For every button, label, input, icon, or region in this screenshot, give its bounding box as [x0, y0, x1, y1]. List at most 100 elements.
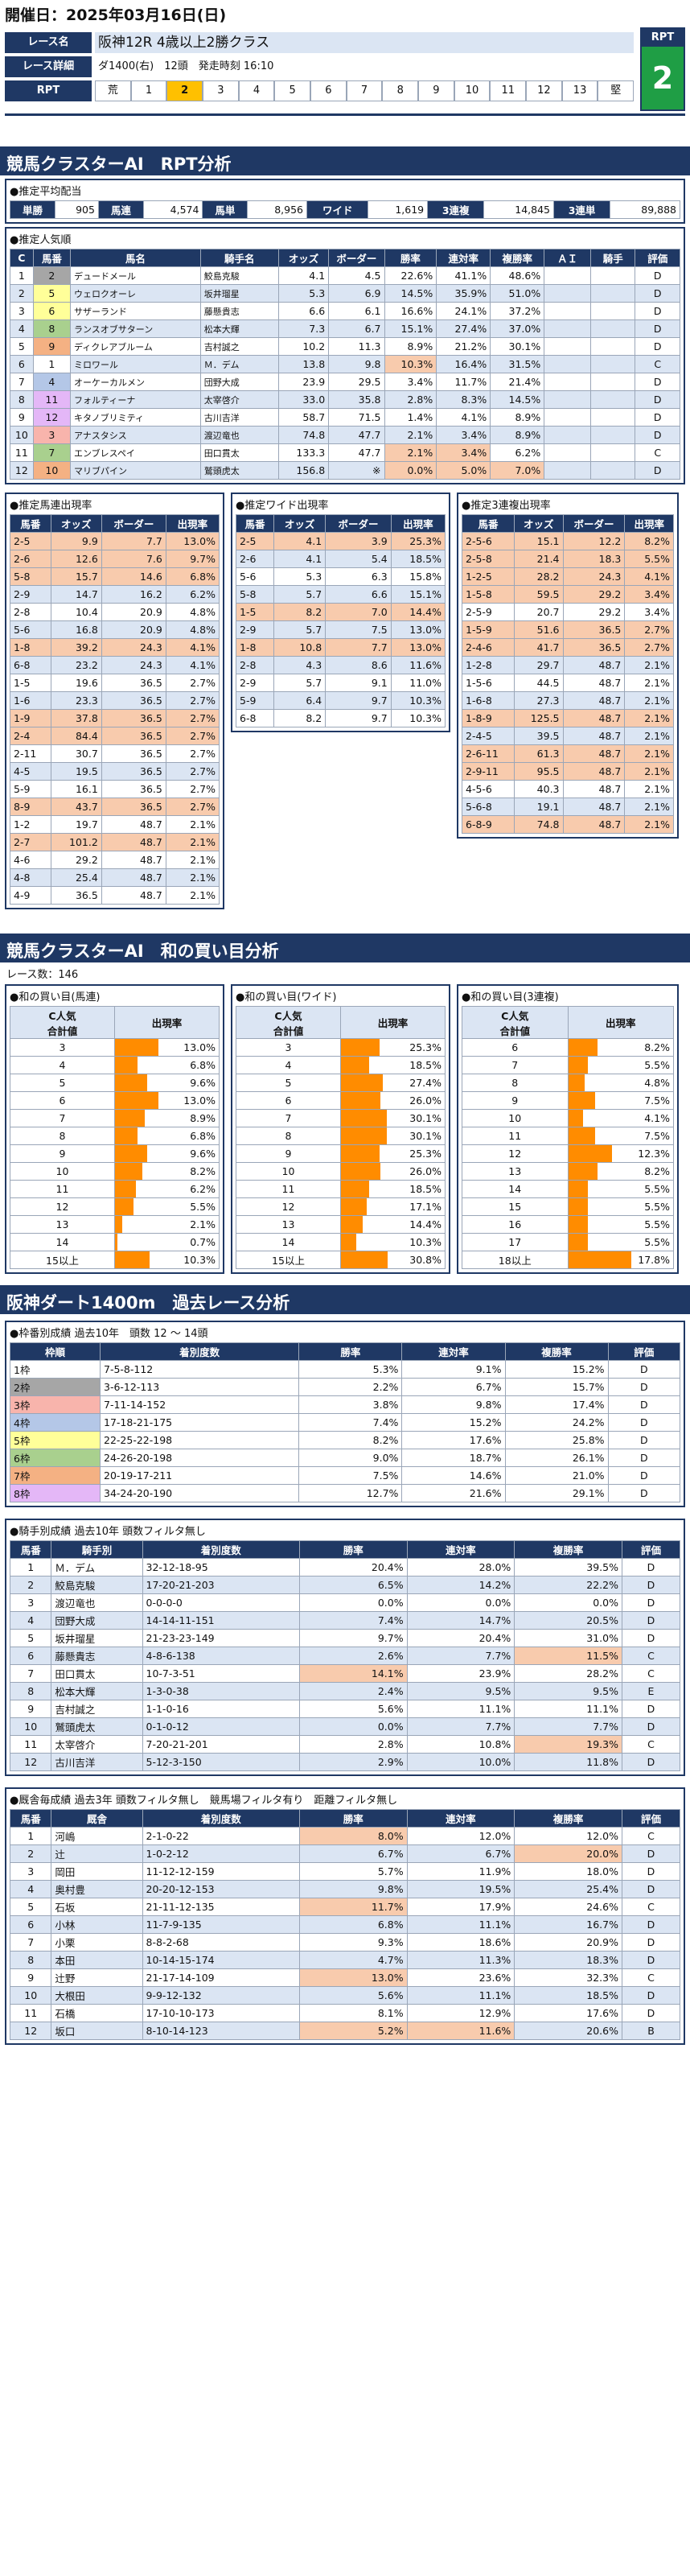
trio-cell: 24.3	[562, 567, 626, 586]
jockey-cell: 9	[9, 1700, 52, 1718]
trio-cell: 48.7	[562, 744, 626, 763]
sum_umaren-sum: 3	[10, 1038, 115, 1057]
rpt-scale-cell: 3	[203, 80, 239, 101]
wide-title: ●推定ワイド出現率	[236, 500, 329, 512]
sum_trio-rate: 17.8%	[638, 1254, 670, 1266]
sum_umaren-bar-cell: 6.8%	[114, 1127, 220, 1145]
umaren-header: 出現率	[165, 514, 220, 533]
sum_umaren-rate: 9.6%	[190, 1077, 216, 1089]
jockey-cell: 2	[9, 1576, 52, 1594]
popularity-cell: 7.3	[277, 319, 330, 338]
trainer-cell: D	[621, 1986, 681, 2005]
sum_trio-rate: 8.2%	[644, 1165, 670, 1177]
trio-cell: 2-5-8	[462, 550, 515, 568]
jockey-cell: 2.4%	[298, 1682, 408, 1700]
trio-row: 2-4-6 41.7 36.5 2.7%	[462, 638, 674, 657]
popularity-cell: Ｍ．デム	[199, 355, 279, 373]
wide-row: 2-5 4.1 3.9 25.3%	[236, 532, 446, 550]
sum_trio-bar	[568, 1198, 589, 1215]
sum_umaren-header-line: 合計値	[47, 1024, 78, 1037]
umaren-cell: 36.5	[101, 744, 166, 763]
popularity-cell	[544, 284, 592, 303]
trainer-cell: 9.8%	[298, 1880, 408, 1898]
section-title-sum: 競馬クラスターAI 和の買い目分析	[0, 934, 690, 962]
sum_trio-bar-cell: 5.5%	[567, 1215, 674, 1234]
trainer-cell: 11.7%	[298, 1898, 408, 1916]
popularity-cell: 47.7	[328, 443, 385, 462]
sum_wide-sum: 4	[236, 1056, 341, 1074]
sum_trio-bar	[568, 1110, 583, 1127]
sum_wide-sum: 13	[236, 1215, 341, 1234]
trio-cell: 125.5	[513, 709, 564, 727]
popularity-cell: D	[635, 461, 680, 480]
umaren-cell: 6.8%	[165, 567, 220, 586]
trainer-cell: D	[621, 2004, 681, 2022]
trainer-cell: 大根田	[51, 1986, 143, 2005]
sum_wide-bar	[341, 1074, 383, 1091]
wide-cell: 4.1	[273, 532, 327, 550]
sum_trio-bar	[568, 1074, 585, 1091]
sum_trio-bar	[568, 1145, 613, 1162]
sum_wide-rate: 14.4%	[409, 1218, 442, 1230]
umaren-cell: 1-2	[10, 815, 51, 834]
trio-cell: 48.7	[562, 656, 626, 674]
sum_wide-bar-cell: 30.1%	[340, 1127, 446, 1145]
jockey-cell: Ｍ．デム	[51, 1558, 143, 1577]
popularity-cell: 鷲頭虎太	[199, 461, 279, 480]
sum-wide-panel: ●和の買い目(ワイド) C人気 合計値 出現率 3 25.3% 4 18.5% 5 27.4% 6…	[231, 984, 450, 1274]
avg-odds-panel: ●推定平均配当 単勝 905 馬連 4,574 馬単 8,956 ワイド 1,619 3連複 14…	[5, 179, 685, 224]
sum_umaren-row: 4 6.8%	[10, 1056, 220, 1074]
wide-cell: 3.9	[325, 532, 392, 550]
waku-cell: 6枠	[10, 1449, 101, 1467]
trio-row: 2-5-8 21.4 18.3 5.5%	[462, 550, 674, 568]
umaren-cell: 36.5	[101, 674, 166, 692]
popularity-cell: ミロワール	[69, 355, 201, 373]
umaren-cell: 4.8%	[165, 603, 220, 621]
sum_trio-rate: 4.8%	[644, 1077, 670, 1089]
sum_umaren-rate: 8.2%	[190, 1165, 216, 1177]
jockey-cell: 7.7%	[514, 1717, 622, 1736]
sum_wide-row: 13 14.4%	[236, 1215, 446, 1234]
waku-header: 複勝率	[504, 1342, 609, 1361]
sum_wide-rate: 30.1%	[409, 1112, 442, 1124]
trainer-header: 評価	[621, 1809, 681, 1828]
sum_umaren-bar-cell: 10.3%	[114, 1251, 220, 1269]
jockey-cell: 7-20-21-201	[142, 1735, 300, 1754]
popularity-cell	[590, 302, 636, 320]
popularity-cell	[544, 355, 592, 373]
popularity-cell: 16.6%	[384, 302, 437, 320]
sum_wide-sum: 5	[236, 1074, 341, 1092]
jockey-cell: 9.5%	[514, 1682, 622, 1700]
sum_trio-bar-cell: 4.1%	[567, 1109, 674, 1127]
trainer-cell: 6.7%	[406, 1844, 515, 1863]
wide-cell: 7.7	[325, 638, 392, 657]
sum_trio-rate: 5.5%	[644, 1201, 670, 1213]
umaren-cell: 24.3	[101, 656, 166, 674]
jockey-table: 馬番 騎手別 着別度数 勝率 連対率 複勝率 評価 1 Ｍ．デム 32-12-18-95 20.4%…	[9, 1540, 681, 1771]
sum_wide-rate: 25.3%	[409, 1148, 442, 1160]
waku-cell: 20-19-17-211	[99, 1466, 300, 1485]
waku-table: 枠順 着別度数 勝率 連対率 複勝率 評価 1枠 7-5-8-112 5.3% 9.1% 15.2%…	[10, 1342, 681, 1502]
umaren-title: ●推定馬連出現率	[10, 500, 92, 512]
jockey-cell: 28.0%	[406, 1558, 515, 1577]
sum_wide-rate: 30.1%	[409, 1130, 442, 1142]
jockey-header: 複勝率	[514, 1540, 622, 1559]
sum_umaren-rate: 6.8%	[190, 1059, 216, 1071]
sum_umaren-bar	[115, 1110, 146, 1127]
wide-cell: 13.0%	[390, 620, 446, 639]
jockey-cell: 渡辺竜也	[51, 1593, 143, 1612]
waku-cell: 18.7%	[401, 1449, 506, 1467]
popularity-cell: 21.4%	[490, 373, 545, 391]
trainer-cell: 11-7-9-135	[142, 1915, 300, 1934]
sum-trio-panel: ●和の買い目(3連複) C人気 合計値 出現率 6 8.2% 7 5.5% 8 4.8% 9 7.5…	[457, 984, 679, 1274]
sum_wide-sum: 9	[236, 1144, 341, 1163]
wide-cell: 8.6	[325, 656, 392, 674]
trainer-cell: 21-11-12-135	[142, 1898, 300, 1916]
trainer-cell: 20.0%	[514, 1844, 622, 1863]
popularity-cell: 2	[10, 284, 34, 303]
popularity-table: C 馬番 馬名 騎手名 オッズ ボーダー 勝率 連対率 複勝率 ＡＩ 騎手 評価 1 2 デュードメール 鮫島…	[10, 249, 680, 480]
jockey-header: 馬番	[9, 1540, 52, 1559]
trio-row: 2-6-11 61.3 48.7 2.1%	[462, 744, 674, 763]
trio-header: ボーダー	[562, 514, 626, 533]
sum-wide-table: C人気 合計値 出現率 3 25.3% 4 18.5% 5 27.4% 6 26.0% 7 30.1% 8…	[236, 1006, 446, 1269]
